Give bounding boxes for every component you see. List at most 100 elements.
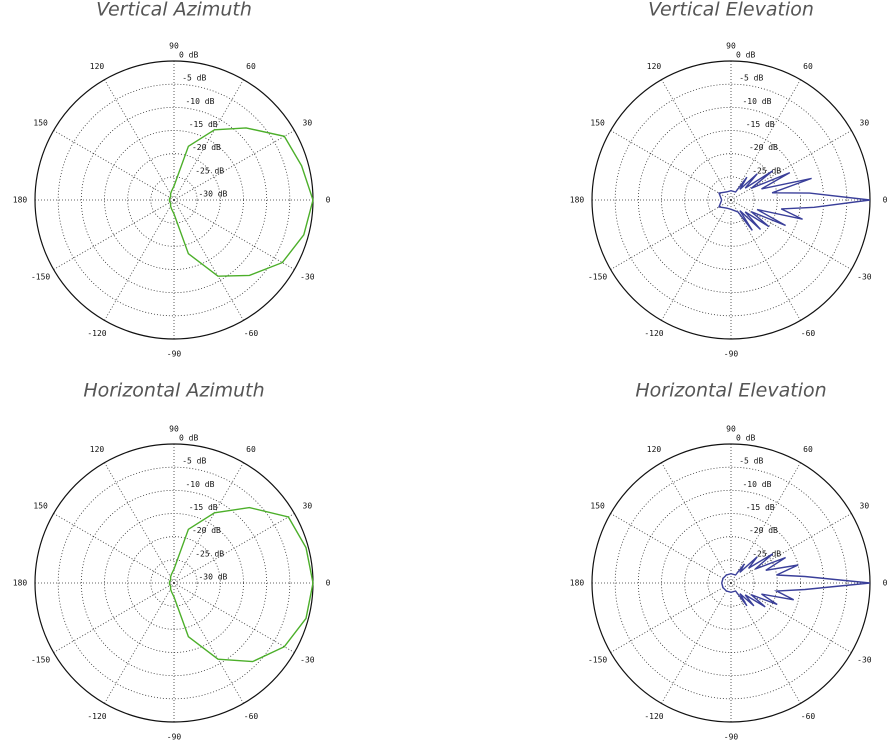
angle-tick-label: -150 <box>31 656 50 665</box>
angle-tick-label: 90 <box>169 42 179 51</box>
angle-tick-label: -90 <box>724 733 739 742</box>
angle-tick-label: -30 <box>857 656 872 665</box>
radial-grid-ring <box>614 83 848 317</box>
radial-tick-label: -10 dB <box>742 480 771 489</box>
angle-tick-label: -90 <box>167 733 182 742</box>
angle-tick-label: -60 <box>801 329 816 338</box>
radial-tick-label: -5 dB <box>739 74 763 83</box>
radial-tick-label: -30 dB <box>198 573 227 582</box>
radial-grid-ring <box>614 466 848 700</box>
radial-grid-ring <box>150 559 198 607</box>
pattern-line <box>718 170 871 231</box>
radial-tick-label: -25 dB <box>752 166 781 175</box>
angle-tick-label: -90 <box>167 350 182 359</box>
radial-tick-label: -20 dB <box>749 143 778 152</box>
angle-tick-label: -30 <box>857 273 872 282</box>
radial-grid-ring <box>707 176 755 224</box>
radial-grid-ring <box>637 489 825 677</box>
angle-tick-label: 120 <box>647 445 662 454</box>
angle-tick-label: 60 <box>246 62 256 71</box>
chart-title: Horizontal Azimuth <box>83 380 264 402</box>
angle-grid-line <box>661 79 732 201</box>
angle-tick-label: -120 <box>87 329 106 338</box>
angle-tick-label: -150 <box>588 273 607 282</box>
angle-grid-line <box>661 462 732 584</box>
angle-tick-label: 150 <box>590 502 605 511</box>
angle-grid-line <box>661 199 732 321</box>
pattern-line <box>168 506 314 663</box>
radial-tick-label: -15 dB <box>746 503 775 512</box>
radial-grid-ring <box>57 83 291 317</box>
radial-tick-label: -25 dB <box>752 549 781 558</box>
angle-tick-label: 150 <box>33 119 48 128</box>
angle-tick-label: -60 <box>244 329 259 338</box>
angle-tick-label: 0 <box>326 196 331 205</box>
radial-grid-ring <box>127 536 221 630</box>
angle-tick-label: -120 <box>87 712 106 721</box>
radial-grid-ring <box>661 513 801 653</box>
angle-tick-label: -120 <box>644 329 663 338</box>
radial-tick-label: -25 dB <box>195 166 224 175</box>
radial-tick-label: -10 dB <box>185 480 214 489</box>
radial-tick-label: -15 dB <box>746 120 775 129</box>
angle-tick-label: 120 <box>90 445 105 454</box>
angle-tick-label: -90 <box>724 350 739 359</box>
angle-tick-label: 180 <box>570 579 585 588</box>
radial-tick-label: 0 dB <box>179 434 198 443</box>
radial-tick-label: 0 dB <box>179 51 198 60</box>
radial-tick-label: -5 dB <box>182 74 206 83</box>
angle-grid-line <box>610 130 732 201</box>
angle-tick-label: 60 <box>246 445 256 454</box>
angle-tick-label: 0 <box>883 196 888 205</box>
angle-tick-label: 30 <box>860 502 870 511</box>
radial-grid-ring <box>104 513 244 653</box>
angle-tick-label: -30 <box>300 656 315 665</box>
radial-grid-ring <box>707 559 755 607</box>
radial-tick-label: -5 dB <box>182 457 206 466</box>
radial-tick-label: 0 dB <box>736 434 755 443</box>
angle-tick-label: -60 <box>801 712 816 721</box>
radial-tick-label: -15 dB <box>189 503 218 512</box>
angle-grid-line <box>610 513 732 584</box>
angle-tick-label: 90 <box>726 42 736 51</box>
radial-grid-ring <box>684 153 778 247</box>
chart-title: Vertical Elevation <box>648 0 814 21</box>
radial-tick-label: -30 dB <box>198 190 227 199</box>
radial-tick-label: 0 dB <box>736 51 755 60</box>
radial-tick-label: -20 dB <box>192 526 221 535</box>
radial-tick-label: -25 dB <box>195 549 224 558</box>
radial-grid-ring <box>637 106 825 294</box>
angle-tick-label: 120 <box>90 62 105 71</box>
radial-grid-ring <box>684 536 778 630</box>
radial-tick-label: -15 dB <box>189 120 218 129</box>
angle-tick-label: -120 <box>644 712 663 721</box>
angle-grid-line <box>53 582 175 653</box>
angle-grid-line <box>104 462 175 584</box>
angle-tick-label: 180 <box>13 579 28 588</box>
angle-grid-line <box>53 130 175 201</box>
radial-grid-ring <box>80 106 268 294</box>
angle-tick-label: -150 <box>588 656 607 665</box>
angle-tick-label: 120 <box>647 62 662 71</box>
radial-tick-label: -20 dB <box>749 526 778 535</box>
angle-tick-label: 150 <box>590 119 605 128</box>
angle-grid-line <box>610 582 732 653</box>
radial-grid-ring <box>127 153 221 247</box>
angle-tick-label: -60 <box>244 712 259 721</box>
angle-tick-label: 150 <box>33 502 48 511</box>
chart-title: Horizontal Elevation <box>635 380 826 402</box>
angle-tick-label: 0 <box>326 579 331 588</box>
angle-tick-label: 90 <box>169 425 179 434</box>
angle-grid-line <box>104 582 175 704</box>
angle-grid-line <box>53 513 175 584</box>
pattern-line <box>721 553 871 608</box>
angle-grid-line <box>661 582 732 704</box>
angle-grid-line <box>610 199 732 270</box>
angle-tick-label: 180 <box>13 196 28 205</box>
radial-tick-label: -10 dB <box>185 97 214 106</box>
angle-tick-label: 30 <box>860 119 870 128</box>
radial-tick-label: -10 dB <box>742 97 771 106</box>
radial-grid-ring <box>57 466 291 700</box>
pattern-line <box>168 127 314 277</box>
